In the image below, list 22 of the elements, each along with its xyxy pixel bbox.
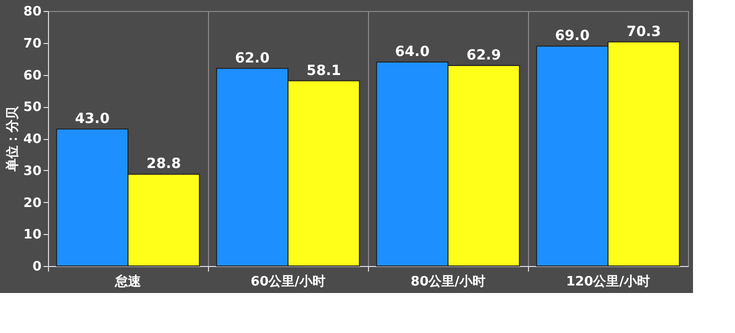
x-tick-label: 80公里/小时 xyxy=(410,274,486,290)
y-tick-label: 40 xyxy=(23,132,42,147)
y-tick-label: 30 xyxy=(23,164,42,179)
x-tick-label: 120公里/小时 xyxy=(566,274,650,290)
x-tick-label: 怠速 xyxy=(114,274,142,290)
x-tick-label: 60公里/小时 xyxy=(250,274,326,290)
y-tick-label: 20 xyxy=(23,196,42,211)
text: 62.9 xyxy=(466,48,501,64)
text: 69.0 xyxy=(555,28,590,44)
y-tick-label: 10 xyxy=(23,228,42,243)
y-tick-label: 60 xyxy=(23,68,42,84)
text: 43.0 xyxy=(75,110,110,127)
text: 28.8 xyxy=(146,156,181,172)
y-tick-label: 0 xyxy=(32,260,42,274)
y-axis-title: 单位：分贝 xyxy=(4,106,20,172)
text: 62.0 xyxy=(235,50,270,66)
text: 64.0 xyxy=(395,44,430,60)
y-tick-label: 70 xyxy=(23,36,42,52)
text: 70.3 xyxy=(626,24,661,40)
y-tick-label: 50 xyxy=(23,100,42,116)
text: 58.1 xyxy=(306,62,341,79)
y-tick-label: 80 xyxy=(23,4,42,20)
